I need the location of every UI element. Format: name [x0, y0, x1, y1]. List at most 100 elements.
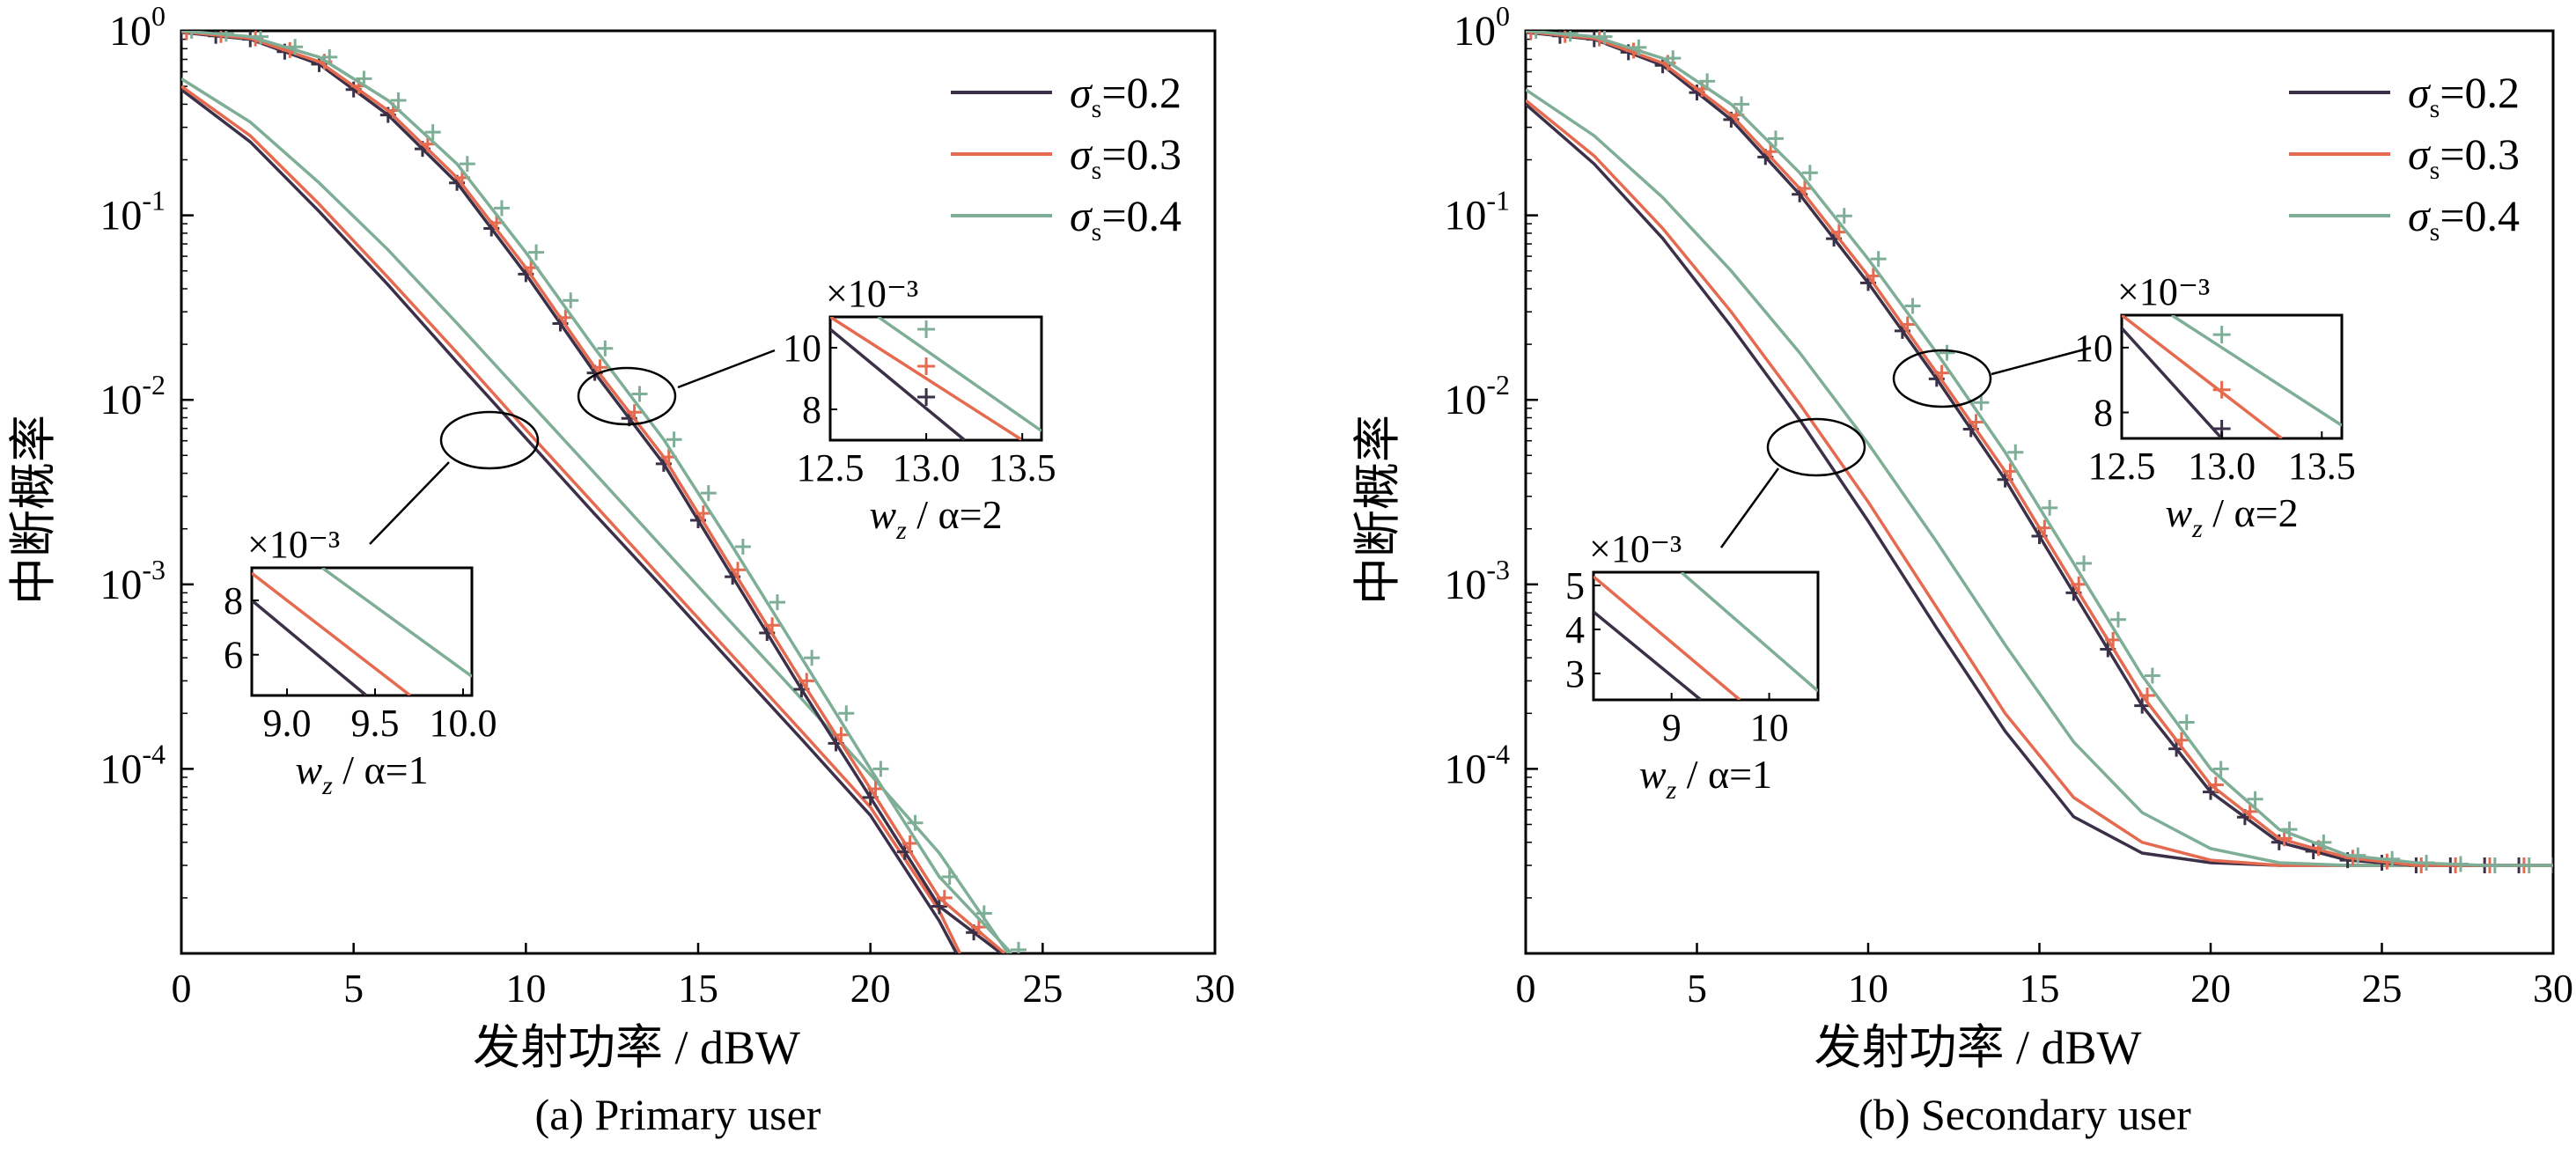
x-tick-label: 15 — [2020, 966, 2060, 1011]
data-point-marker — [2036, 519, 2053, 536]
inset-series-line — [1680, 572, 1818, 693]
data-point-marker — [2134, 697, 2151, 714]
inset-marker — [2212, 380, 2231, 399]
panel-primary-user: 0 5 10 15 20 25 3010010-110-210-310-4σs=0.2σs=… — [7, 0, 1235, 1139]
data-point-marker — [1836, 208, 1852, 224]
data-point-marker — [2144, 667, 2160, 684]
data-point-marker — [936, 889, 953, 906]
data-point-marker — [1870, 251, 1887, 268]
data-point-marker — [1562, 31, 1579, 42]
inset-x-tick-label: 12.5 — [797, 446, 865, 489]
data-point-marker — [867, 781, 884, 798]
data-point-marker — [1830, 224, 1847, 240]
legend-label: σs=0.4 — [1070, 191, 1181, 246]
inset-series-line — [830, 317, 1024, 440]
series-line-alpha2-2 — [1526, 31, 2553, 867]
inset-y-tick-label: 5 — [1565, 564, 1585, 607]
y-tick-label: 10-2 — [1444, 369, 1510, 423]
inset-marker — [2212, 326, 2231, 344]
data-point-marker — [2042, 499, 2058, 516]
inset-series-line — [1593, 575, 1741, 700]
legend-label: σs=0.2 — [2408, 68, 2520, 123]
inset-curves — [2122, 315, 2342, 438]
data-point-marker — [356, 70, 372, 87]
data-point-marker — [626, 404, 643, 421]
y-axis-label: 中断概率 — [7, 415, 60, 605]
data-point-marker — [1801, 165, 1818, 181]
inset-y-tick-label: 4 — [1565, 608, 1585, 651]
data-point-marker — [833, 726, 850, 743]
data-point-marker — [1904, 298, 1921, 314]
inset-y-tick-label: 8 — [802, 388, 821, 431]
x-axis-label: 发射功率 / dBW — [1814, 1021, 2142, 1074]
data-point-marker — [2139, 687, 2156, 703]
inset-multiplier: ×10⁻³ — [2117, 270, 2210, 313]
legend-label: σs=0.4 — [2408, 191, 2520, 246]
inset-x-tick-label: 9.5 — [351, 702, 400, 745]
data-point-marker — [902, 835, 918, 851]
inset-series-line — [830, 327, 966, 440]
y-tick-label: 10-2 — [99, 369, 166, 423]
data-point-marker — [424, 124, 441, 141]
data-point-marker — [1527, 31, 1544, 39]
data-point-marker — [931, 898, 947, 915]
inset-series-line — [252, 571, 412, 695]
data-point-marker — [1699, 73, 1716, 90]
data-point-marker — [287, 39, 304, 55]
data-point-marker — [700, 485, 717, 502]
data-point-marker — [1665, 50, 1682, 67]
inset-x-tick-label: 10 — [1750, 706, 1789, 749]
data-point-marker — [2521, 857, 2537, 873]
legend: σs=0.2 σs=0.3 σs=0.4 — [2289, 68, 2520, 246]
leader-line — [1719, 467, 1780, 548]
data-point-marker — [1767, 130, 1784, 147]
inset-frame — [2120, 313, 2344, 440]
x-tick-label: 25 — [1022, 966, 1063, 1011]
zoom-ellipse — [577, 366, 677, 426]
x-axis-label: 发射功率 / dBW — [473, 1021, 800, 1074]
legend-label: σs=0.2 — [1070, 68, 1181, 123]
data-point-marker — [253, 31, 269, 45]
inset-x-tick-label: 13.0 — [893, 446, 960, 489]
data-point-marker — [631, 386, 648, 402]
data-point-marker — [2486, 857, 2503, 873]
data-point-marker — [183, 31, 200, 39]
x-tick-label: 20 — [850, 966, 891, 1011]
leader-line — [677, 349, 776, 389]
panel-secondary-user: 0 5 10 15 20 25 3010010-110-210-310-4σs=0.2σs=… — [1351, 0, 2573, 1139]
data-point-marker — [1933, 364, 1950, 381]
data-point-marker — [2350, 847, 2366, 864]
inset-series-line — [2122, 327, 2223, 438]
data-point-marker — [2076, 555, 2093, 571]
legend-label: σs=0.3 — [2408, 129, 2520, 185]
data-point-marker — [1010, 941, 1027, 953]
y-tick-label: 10-1 — [99, 185, 166, 239]
inset-y-tick-label: 10 — [2074, 327, 2113, 370]
data-point-marker — [2178, 714, 2195, 731]
data-point-marker — [730, 562, 747, 578]
data-point-marker — [975, 905, 992, 922]
data-point-marker — [597, 340, 614, 357]
data-point-marker — [2247, 791, 2263, 807]
inset-curves — [1593, 572, 1818, 700]
plot-frame — [1524, 29, 2555, 955]
inset-marker — [917, 320, 936, 338]
x-tick-label: 25 — [2362, 966, 2403, 1011]
data-point-marker — [321, 48, 338, 65]
y-tick-label: 10-4 — [1444, 738, 1510, 792]
series-line-alpha2-2 — [181, 31, 1013, 953]
inset-label: wz / α=2 — [2165, 490, 2298, 543]
data-point-marker — [804, 650, 821, 666]
curves — [1526, 31, 2553, 873]
data-point-marker — [2212, 761, 2229, 777]
inset-alpha2: 12.5 13.0 13.5 8 10×10⁻³ wz / α=2 — [1892, 270, 2356, 543]
x-tick-label: 30 — [1195, 966, 1235, 1011]
y-tick-label: 10-1 — [1444, 185, 1510, 239]
data-point-marker — [838, 705, 855, 722]
inset-series-line — [877, 317, 1041, 432]
data-point-marker — [2007, 444, 2024, 460]
inset-y-tick-label: 8 — [224, 579, 243, 622]
x-tick-label: 15 — [678, 966, 718, 1011]
inset-y-tick-label: 6 — [224, 634, 243, 677]
data-point-marker — [563, 292, 579, 309]
